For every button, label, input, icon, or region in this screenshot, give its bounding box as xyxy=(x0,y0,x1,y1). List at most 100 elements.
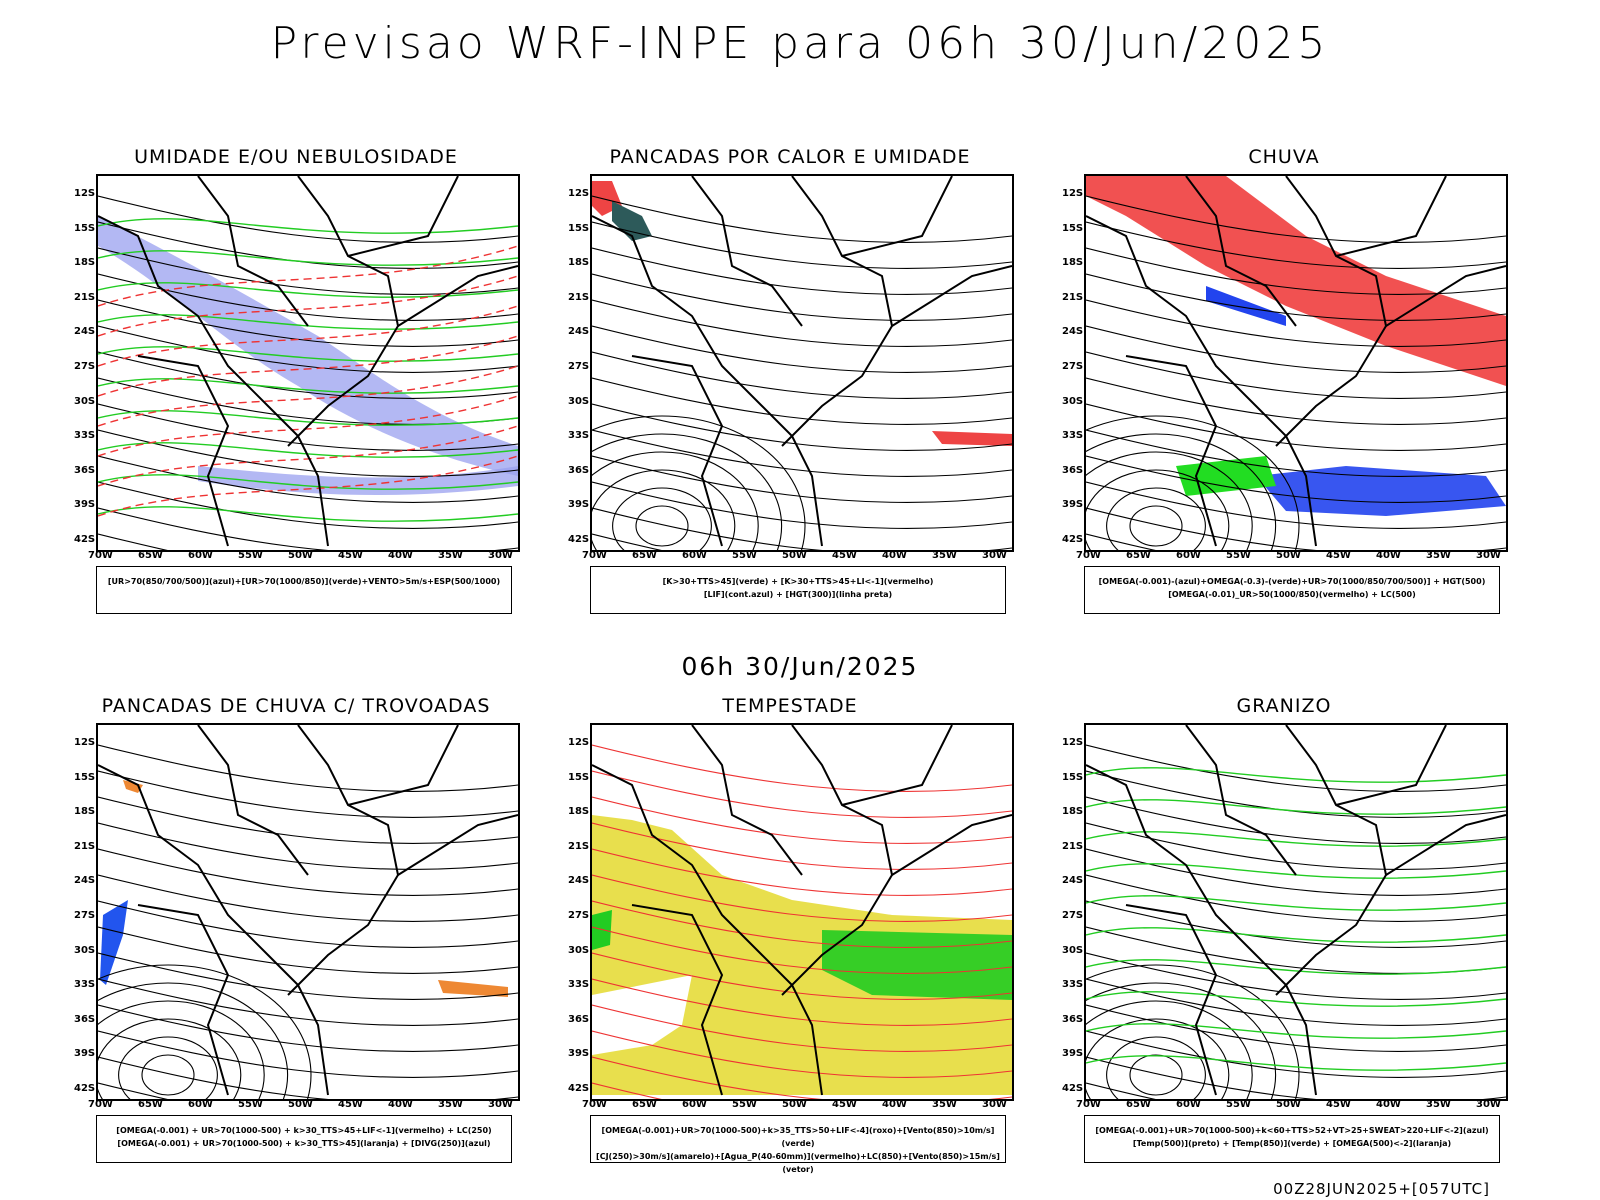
lat-tick-label: 21S xyxy=(74,840,96,852)
lon-tick-label: 30W xyxy=(488,1099,513,1110)
lat-tick-label: 18S xyxy=(1062,257,1084,269)
panel-legend: [OMEGA(-0.001)+UR>70(1000-500)+k>35_TTS>… xyxy=(590,1115,1006,1174)
contours xyxy=(1086,195,1506,550)
lon-tick-label: 50W xyxy=(1276,1099,1301,1110)
lon-tick-label: 45W xyxy=(338,550,363,561)
map-plot xyxy=(1086,176,1506,550)
lon-tick-label: 45W xyxy=(832,1099,857,1110)
borders xyxy=(1086,176,1506,547)
page-title: Previsao WRF-INPE para 06h 30/Jun/2025 xyxy=(270,18,1330,69)
legend-line: [Temp(500)](preto) + [Temp(850)](verde) … xyxy=(1132,1139,1452,1148)
map-plot xyxy=(98,725,518,1099)
lon-tick-label: 55W xyxy=(732,550,757,561)
lon-tick-label: 65W xyxy=(138,1099,163,1110)
legend-line: [UR>70(850/700/500)](azul)+[UR>70(1000/8… xyxy=(107,577,501,586)
lat-tick-label: 15S xyxy=(568,771,590,783)
lon-tick-label: 55W xyxy=(1226,1099,1251,1110)
lon-tick-label: 60W xyxy=(682,550,707,561)
lon-tick-label: 30W xyxy=(1476,1099,1501,1110)
lon-tick-label: 45W xyxy=(338,1099,363,1110)
lon-tick-label: 55W xyxy=(732,1099,757,1110)
lon-tick-label: 70W xyxy=(88,550,113,561)
panel-title: CHUVA xyxy=(1248,146,1320,168)
lat-tick-label: 33S xyxy=(1062,979,1084,991)
lon-tick-label: 35W xyxy=(932,550,957,561)
lon-tick-label: 40W xyxy=(388,550,413,561)
panel-legend: [OMEGA(-0.001)-(azul)+OMEGA(-0.3)-(verde… xyxy=(1084,566,1500,614)
lat-tick-label: 33S xyxy=(74,979,96,991)
panel-title: PANCADAS DE CHUVA C/ TROVOADAS xyxy=(101,695,491,717)
lat-tick-label: 12S xyxy=(74,188,96,199)
lon-tick-label: 35W xyxy=(438,1099,463,1110)
panel-title: GRANIZO xyxy=(1236,695,1332,717)
lat-tick-label: 30S xyxy=(1062,944,1084,956)
lon-tick-label: 45W xyxy=(1326,1099,1351,1110)
lon-tick-label: 70W xyxy=(88,1099,113,1110)
forecast-date-label: 06h 30/Jun/2025 xyxy=(681,652,919,681)
lon-tick-label: 35W xyxy=(1426,550,1451,561)
lon-tick-label: 60W xyxy=(682,1099,707,1110)
lon-tick-label: 60W xyxy=(1176,550,1201,561)
panel-legend: [OMEGA(-0.001)+UR>70(1000-500)+k<60+TTS>… xyxy=(1084,1115,1500,1163)
jet-fill xyxy=(592,815,1012,1095)
rain-fill xyxy=(1086,176,1506,516)
panel-legend: [K>30+TTS>45](verde) + [K>30+TTS>45+LI<-… xyxy=(590,566,1006,614)
lon-tick-label: 70W xyxy=(1076,1099,1101,1110)
lat-tick-label: 30S xyxy=(1062,395,1084,407)
lon-tick-label: 40W xyxy=(1376,550,1401,561)
lon-tick-label: 55W xyxy=(238,550,263,561)
lat-tick-label: 12S xyxy=(1062,737,1084,748)
lat-tick-label: 24S xyxy=(568,326,590,338)
map-area xyxy=(1084,723,1508,1101)
map-plot xyxy=(592,176,1012,550)
borders xyxy=(98,176,518,547)
lat-tick-label: 18S xyxy=(568,806,590,818)
borders xyxy=(1086,725,1506,1096)
storm-cells xyxy=(100,780,508,997)
lat-tick-label: 27S xyxy=(568,361,590,372)
lon-tick-label: 65W xyxy=(632,550,657,561)
lat-tick-label: 24S xyxy=(74,875,96,887)
lat-tick-label: 30S xyxy=(74,395,96,407)
lon-tick-label: 30W xyxy=(982,1099,1007,1110)
lat-tick-label: 24S xyxy=(1062,326,1084,338)
legend-line: [K>30+TTS>45](verde) + [K>30+TTS>45+LI<-… xyxy=(662,577,934,586)
panel-title: UMIDADE E/OU NEBULOSIDADE xyxy=(134,146,458,168)
lat-tick-label: 21S xyxy=(1062,291,1084,303)
lon-tick-label: 50W xyxy=(1276,550,1301,561)
panel-legend: [UR>70(850/700/500)](azul)+[UR>70(1000/8… xyxy=(96,566,512,614)
lat-tick-label: 18S xyxy=(568,257,590,269)
lon-tick-label: 60W xyxy=(1176,1099,1201,1110)
map-area xyxy=(96,723,520,1101)
lat-tick-label: 21S xyxy=(568,291,590,303)
lat-tick-label: 18S xyxy=(1062,806,1084,818)
lat-tick-label: 24S xyxy=(74,326,96,338)
lon-tick-label: 35W xyxy=(438,550,463,561)
lat-tick-label: 33S xyxy=(1062,430,1084,442)
contours xyxy=(1086,744,1506,1099)
lat-tick-label: 27S xyxy=(74,910,96,921)
lat-tick-label: 36S xyxy=(1062,464,1084,476)
lat-tick-label: 42S xyxy=(568,534,590,545)
lon-tick-label: 60W xyxy=(188,550,213,561)
lat-tick-label: 42S xyxy=(568,1083,590,1094)
lat-tick-label: 42S xyxy=(1062,1083,1084,1094)
lat-tick-label: 27S xyxy=(1062,361,1084,372)
legend-line: [OMEGA(-0.001)+UR>70(1000-500)+k<60+TTS>… xyxy=(1095,1126,1489,1135)
lon-tick-label: 70W xyxy=(1076,550,1101,561)
run-info-label: 00Z28JUN2025+[057UTC] xyxy=(1273,1180,1490,1198)
green-contours xyxy=(1086,767,1506,1071)
lat-tick-label: 33S xyxy=(568,430,590,442)
lon-tick-label: 35W xyxy=(1426,1099,1451,1110)
lat-tick-label: 42S xyxy=(74,1083,96,1094)
lon-tick-label: 70W xyxy=(582,550,607,561)
lon-tick-label: 55W xyxy=(238,1099,263,1110)
lat-tick-label: 39S xyxy=(568,499,590,511)
map-area xyxy=(1084,174,1508,552)
lat-tick-label: 18S xyxy=(74,806,96,818)
lat-tick-label: 27S xyxy=(1062,910,1084,921)
lon-tick-label: 65W xyxy=(632,1099,657,1110)
lat-tick-label: 27S xyxy=(74,361,96,372)
lat-tick-label: 39S xyxy=(568,1048,590,1060)
lat-tick-label: 12S xyxy=(1062,188,1084,199)
